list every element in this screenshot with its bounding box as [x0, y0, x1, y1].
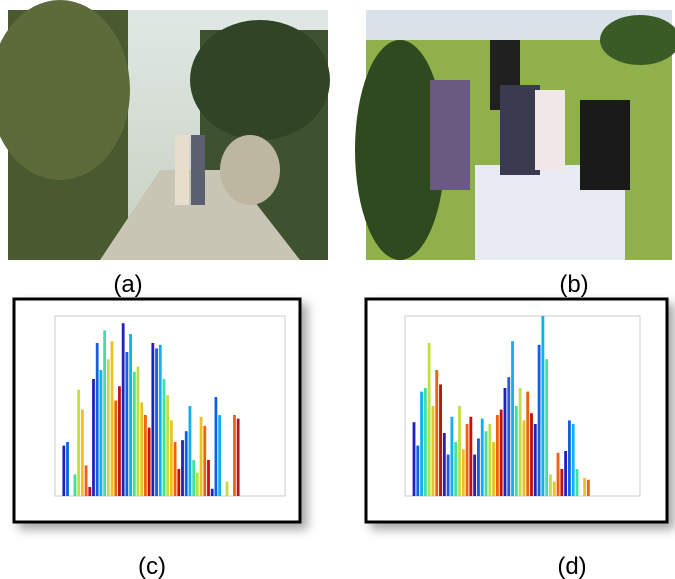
bar: [144, 415, 147, 496]
caption: (c): [138, 553, 166, 579]
bar: [215, 397, 218, 496]
bar: [185, 431, 188, 496]
bar: [435, 370, 438, 496]
bar: [432, 406, 435, 496]
bar: [416, 446, 419, 496]
bar: [163, 379, 166, 496]
bar: [466, 424, 469, 496]
bar: [107, 359, 110, 496]
bar: [519, 388, 522, 496]
bar: [77, 390, 80, 496]
bar: [492, 442, 495, 496]
bar: [226, 482, 229, 496]
bar: [159, 345, 162, 496]
bar: [541, 316, 544, 496]
bar: [114, 401, 117, 496]
bar: [587, 480, 590, 496]
bar: [450, 417, 453, 496]
bar: [207, 460, 210, 496]
bar: [576, 469, 579, 496]
bar: [196, 473, 199, 496]
bar: [500, 410, 503, 496]
bar: [88, 487, 91, 496]
bar: [523, 420, 526, 496]
bar: [481, 419, 484, 496]
bar: [166, 395, 169, 496]
bar: [477, 438, 480, 496]
bar: [200, 417, 203, 496]
caption: (d): [557, 553, 586, 579]
bar: [526, 392, 529, 496]
bar: [85, 465, 88, 496]
photo-b: [355, 10, 675, 260]
bar: [530, 413, 533, 496]
bar: [420, 392, 423, 496]
bar: [103, 330, 106, 496]
bar: [549, 474, 552, 496]
bar: [443, 433, 446, 496]
bar: [428, 343, 431, 496]
bar: [553, 482, 556, 496]
bar: [237, 419, 240, 496]
bar: [203, 426, 206, 496]
bar: [129, 334, 132, 496]
bar: [81, 410, 84, 496]
bar: [538, 345, 541, 496]
bar: [100, 370, 103, 496]
bar: [118, 386, 121, 496]
bar: [62, 446, 65, 496]
bar: [545, 359, 548, 496]
bar: [122, 323, 125, 496]
bar: [458, 406, 461, 496]
bar: [511, 341, 514, 496]
bar: [424, 388, 427, 496]
bar: [96, 343, 99, 496]
bar: [568, 420, 571, 496]
bar: [557, 453, 560, 496]
bar: [447, 455, 450, 496]
bar: [211, 489, 214, 496]
bar: [439, 384, 442, 496]
bar: [454, 442, 457, 496]
bar: [133, 372, 136, 496]
bar: [469, 417, 472, 496]
bar: [155, 348, 158, 496]
bar: [177, 469, 180, 496]
bar: [111, 341, 114, 496]
bar: [92, 379, 95, 496]
bar: [583, 478, 586, 496]
bar: [233, 415, 236, 496]
bar: [181, 440, 184, 496]
bar: [174, 442, 177, 496]
bar: [125, 352, 128, 496]
bar: [137, 366, 140, 496]
bar: [560, 469, 563, 496]
figure: (a) (b) (c) (d): [0, 0, 675, 579]
bar: [496, 415, 499, 496]
caption: (b): [559, 271, 588, 298]
bar: [74, 474, 77, 496]
bar: [140, 402, 143, 496]
bar: [218, 415, 221, 496]
bar: [148, 428, 151, 496]
caption: (a): [113, 271, 142, 298]
bar: [413, 422, 416, 496]
bar: [507, 377, 510, 496]
bar: [534, 424, 537, 496]
bar: [572, 424, 575, 496]
bar: [485, 431, 488, 496]
photo-a: [0, 0, 330, 260]
page: {"captions": ["(a)", "(b)", "(c)", "(d)"…: [0, 0, 675, 579]
bar: [515, 406, 518, 496]
bar: [504, 388, 507, 496]
bar: [462, 449, 465, 496]
bar: [488, 424, 491, 496]
bar: [192, 460, 195, 496]
bar: [170, 420, 173, 496]
bar: [473, 455, 476, 496]
bar: [66, 442, 69, 496]
bar: [564, 451, 567, 496]
bar: [151, 343, 154, 496]
bar: [189, 406, 192, 496]
